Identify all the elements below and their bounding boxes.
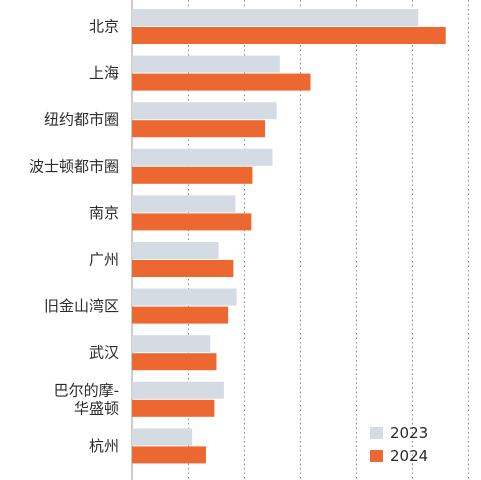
category-label-1: 上海 bbox=[89, 64, 119, 82]
bar-2023-9 bbox=[132, 428, 193, 446]
bars-layer bbox=[132, 9, 446, 464]
bar-2024-7 bbox=[132, 353, 217, 371]
category-label-4: 南京 bbox=[89, 204, 119, 222]
legend-label-2023: 2023 bbox=[390, 424, 428, 442]
bar-2024-0 bbox=[132, 27, 446, 44]
bar-2023-4 bbox=[132, 195, 236, 213]
bar-2023-2 bbox=[132, 102, 277, 120]
bar-2024-3 bbox=[132, 166, 253, 184]
legend: 2023 2024 bbox=[370, 424, 428, 465]
bar-2024-5 bbox=[132, 260, 234, 277]
category-label-2: 纽约都市圈 bbox=[44, 111, 119, 129]
category-label-9: 杭州 bbox=[89, 437, 119, 455]
category-label-7: 武汉 bbox=[89, 344, 119, 362]
bar-2023-5 bbox=[132, 242, 219, 259]
bar-2023-8 bbox=[132, 381, 224, 399]
bar-2023-6 bbox=[132, 288, 237, 306]
legend-label-2024: 2024 bbox=[390, 447, 428, 465]
bar-2024-2 bbox=[132, 120, 266, 138]
legend-swatch-2023 bbox=[370, 427, 383, 439]
bar-2024-8 bbox=[132, 399, 215, 417]
bar-2024-6 bbox=[132, 306, 229, 324]
bar-2023-0 bbox=[132, 9, 419, 26]
category-label-8: 巴尔的摩-华盛顿 bbox=[54, 381, 119, 417]
category-label-5: 广州 bbox=[89, 251, 119, 269]
category-label-0: 北京 bbox=[89, 18, 119, 36]
bar-2023-7 bbox=[132, 335, 211, 353]
bar-2024-4 bbox=[132, 213, 252, 231]
bar-2024-9 bbox=[132, 446, 206, 464]
legend-swatch-2024 bbox=[370, 450, 383, 462]
bar-2023-3 bbox=[132, 148, 273, 166]
category-label-3: 波士顿都市圈 bbox=[29, 157, 119, 175]
category-label-6: 旧金山湾区 bbox=[44, 297, 119, 315]
bar-2023-1 bbox=[132, 55, 280, 73]
bar-2024-1 bbox=[132, 73, 311, 91]
